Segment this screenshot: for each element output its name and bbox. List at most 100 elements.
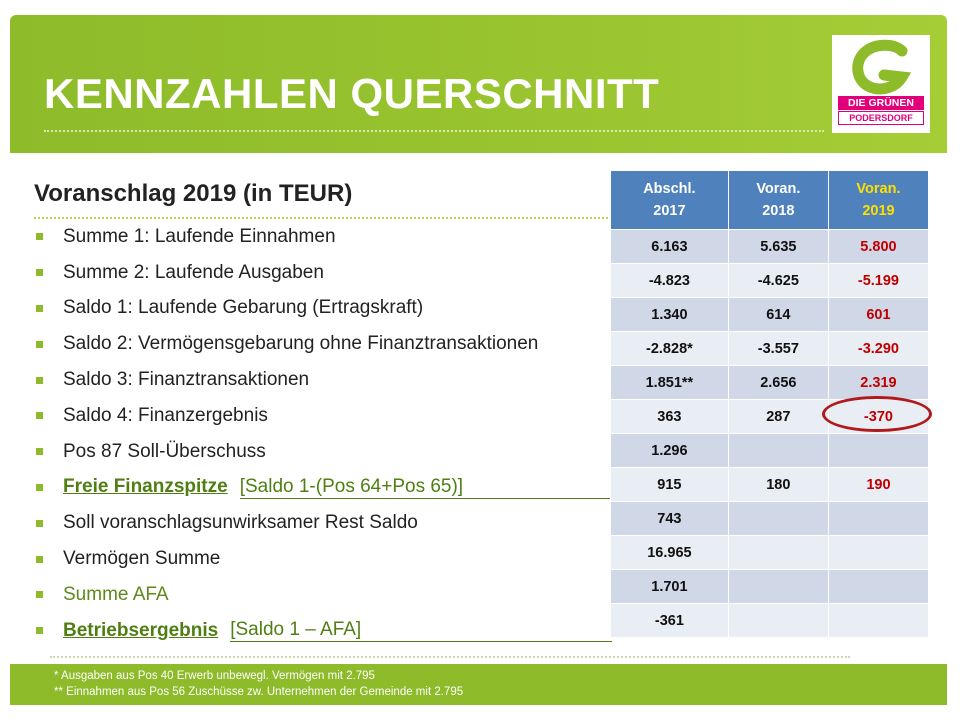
list-item: Saldo 1: Laufende Gebarung (Ertragskraft… bbox=[36, 291, 612, 327]
table-row: 915 180 190 bbox=[610, 467, 930, 502]
col-header-2018: Voran. 2018 bbox=[727, 170, 829, 230]
col-header-2019: Voran. 2019 bbox=[827, 170, 930, 230]
cell-2019 bbox=[827, 501, 930, 536]
table-row: 6.163 5.635 5.800 bbox=[610, 229, 930, 264]
cell-2017: 16.965 bbox=[610, 535, 729, 570]
table-row: 743 bbox=[610, 501, 930, 536]
table-row: 1.340 614 601 bbox=[610, 297, 930, 332]
cell-2019: -5.199 bbox=[827, 263, 930, 298]
slide-title: KENNZAHLEN QUERSCHNITT bbox=[44, 70, 660, 117]
cell-2019: 190 bbox=[827, 467, 930, 502]
table-header-row: Abschl. 2017 Voran. 2018 Voran. 2019 bbox=[610, 170, 930, 230]
table-row: -361 bbox=[610, 603, 930, 638]
item-label: Summe AFA bbox=[63, 583, 169, 605]
cell-2018 bbox=[727, 603, 829, 638]
footnote-2: ** Einnahmen aus Pos 56 Zuschüsse zw. Un… bbox=[54, 686, 464, 698]
cell-2019: 5.800 bbox=[827, 229, 930, 264]
cell-2018: 5.635 bbox=[727, 229, 829, 264]
item-formula: [Saldo 1 – AFA] bbox=[230, 619, 612, 643]
cell-2018: -3.557 bbox=[727, 331, 829, 366]
cell-2018: 180 bbox=[727, 467, 829, 502]
bullet-icon bbox=[36, 627, 43, 635]
item-label: Vermögen Summe bbox=[63, 548, 221, 570]
list-item: Saldo 2: Vermögensgebarung ohne Finanztr… bbox=[36, 326, 612, 362]
cell-2018: 2.656 bbox=[727, 365, 829, 400]
cell-2017: 1.851** bbox=[610, 365, 729, 400]
item-label: Saldo 3: Finanztransaktionen bbox=[63, 369, 310, 391]
highlight-circle bbox=[822, 396, 932, 432]
cell-2018 bbox=[727, 569, 829, 604]
cell-2017: -2.828* bbox=[610, 331, 729, 366]
list-item: Summe 2: Laufende Ausgaben bbox=[36, 255, 612, 291]
list-item: Summe AFA bbox=[36, 577, 612, 613]
heading-divider bbox=[34, 217, 612, 219]
item-label: Saldo 1: Laufende Gebarung (Ertragskraft… bbox=[63, 297, 424, 319]
logo-g-icon bbox=[852, 39, 912, 95]
cell-2018: -4.625 bbox=[727, 263, 829, 298]
title-divider bbox=[44, 130, 824, 132]
cell-2017: 743 bbox=[610, 501, 729, 536]
list-item: Saldo 4: Finanzergebnis bbox=[36, 398, 612, 434]
party-logo: DIE GRÜNEN PODERSDORF bbox=[832, 35, 930, 133]
table-row: 1.701 bbox=[610, 569, 930, 604]
indicator-list: Summe 1: Laufende Einnahmen Summe 2: Lau… bbox=[36, 219, 612, 649]
bullet-icon bbox=[36, 448, 43, 456]
list-item: Saldo 3: Finanztransaktionen bbox=[36, 362, 612, 398]
cell-2017: 6.163 bbox=[610, 229, 729, 264]
list-item: Vermögen Summe bbox=[36, 541, 612, 577]
logo-name: DIE GRÜNEN bbox=[838, 96, 924, 110]
footer-divider bbox=[50, 656, 850, 658]
cell-2018 bbox=[727, 535, 829, 570]
bullet-icon bbox=[36, 555, 43, 563]
bullet-icon bbox=[36, 376, 43, 384]
table-row: -4.823 -4.625 -5.199 bbox=[610, 263, 930, 298]
cell-2017: 915 bbox=[610, 467, 729, 502]
bullet-icon bbox=[36, 591, 43, 599]
table-row: 1.296 bbox=[610, 433, 930, 468]
cell-2018 bbox=[727, 433, 829, 468]
footer-band: * Ausgaben aus Pos 40 Erwerb unbewegl. V… bbox=[10, 664, 947, 705]
bullet-icon bbox=[36, 304, 43, 312]
item-formula: [Saldo 1-(Pos 64+Pos 65)] bbox=[239, 476, 612, 499]
cell-2018 bbox=[727, 501, 829, 536]
cell-2019: 2.319 bbox=[827, 365, 930, 400]
cell-2017: -361 bbox=[610, 603, 729, 638]
item-label: Summe 2: Laufende Ausgaben bbox=[63, 261, 324, 283]
bullet-icon bbox=[36, 412, 43, 420]
bullet-icon bbox=[36, 483, 43, 491]
cell-2019 bbox=[827, 535, 930, 570]
table-row: 1.851** 2.656 2.319 bbox=[610, 365, 930, 400]
footnote-1: * Ausgaben aus Pos 40 Erwerb unbewegl. V… bbox=[54, 670, 375, 682]
list-item: Pos 87 Soll-Überschuss bbox=[36, 434, 612, 470]
cell-2017: 363 bbox=[610, 399, 729, 434]
bullet-icon bbox=[36, 233, 43, 241]
bullet-icon bbox=[36, 340, 43, 348]
figures-table: Abschl. 2017 Voran. 2018 Voran. 2019 6.163 5… bbox=[610, 170, 930, 638]
col-header-2017: Abschl. 2017 bbox=[610, 170, 729, 230]
table-row: -2.828* -3.557 -3.290 bbox=[610, 331, 930, 366]
cell-2017: 1.296 bbox=[610, 433, 729, 468]
cell-2019: -3.290 bbox=[827, 331, 930, 366]
bullet-icon bbox=[36, 519, 43, 527]
item-link[interactable]: Betriebsergebnis bbox=[63, 619, 219, 641]
item-label: Saldo 4: Finanzergebnis bbox=[63, 404, 268, 426]
cell-2019: 601 bbox=[827, 297, 930, 332]
cell-2019 bbox=[827, 569, 930, 604]
cell-2019 bbox=[827, 433, 930, 468]
cell-2018: 614 bbox=[727, 297, 829, 332]
cell-2017: 1.701 bbox=[610, 569, 729, 604]
cell-2019 bbox=[827, 603, 930, 638]
section-heading: Voranschlag 2019 (in TEUR) bbox=[34, 180, 353, 207]
item-label: Saldo 2: Vermögensgebarung ohne Finanztr… bbox=[63, 333, 539, 355]
cell-2017: 1.340 bbox=[610, 297, 729, 332]
item-label: Summe 1: Laufende Einnahmen bbox=[63, 225, 336, 247]
item-link[interactable]: Freie Finanzspitze bbox=[63, 476, 228, 498]
logo-location: PODERSDORF bbox=[838, 111, 924, 125]
list-item: Soll voranschlagsunwirksamer Rest Saldo bbox=[36, 505, 612, 541]
table-row: 16.965 bbox=[610, 535, 930, 570]
cell-2018: 287 bbox=[727, 399, 829, 434]
list-item-betriebsergebnis: Betriebsergebnis [Saldo 1 – AFA] bbox=[36, 613, 612, 649]
bullet-icon bbox=[36, 269, 43, 277]
cell-2017: -4.823 bbox=[610, 263, 729, 298]
list-item: Summe 1: Laufende Einnahmen bbox=[36, 219, 612, 255]
